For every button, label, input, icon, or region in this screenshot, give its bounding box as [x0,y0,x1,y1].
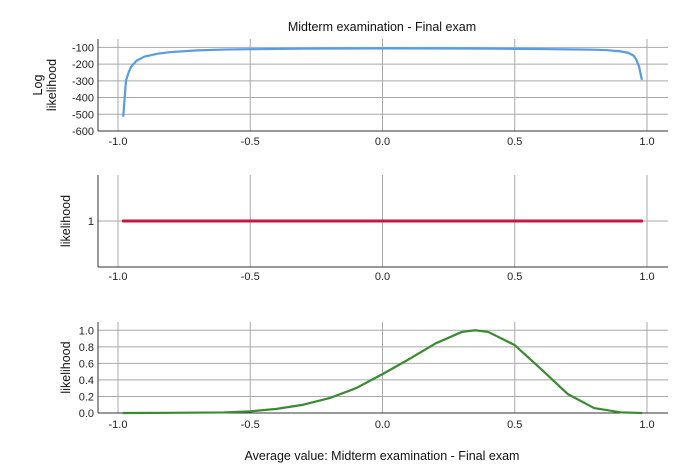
y-tick-label: 0.4 [79,375,94,387]
x-tick-label: -1.0 [109,271,128,283]
chart-title: Midterm examination - Final exam [288,20,476,34]
x-axis-label: Average value: Midterm examination - Fin… [245,449,520,463]
y-tick-label: -500 [72,109,94,121]
x-tick-label: -1.0 [109,419,128,431]
x-tick-label: -1.0 [109,136,128,148]
x-tick-label: 1.0 [639,136,654,148]
x-tick-label: 0.0 [375,136,390,148]
y-tick-label: -100 [72,42,94,54]
y-tick-label: -200 [72,59,94,71]
chart-panel-2: -1.0 -0.5 0.0 0.5 1.0 1 likelihood [59,175,668,283]
y-tick-label: 0.6 [79,358,94,370]
y-tick-label: -400 [72,93,94,105]
y-tick-label: 0.2 [79,391,94,403]
chart-panel-3: -1.0 -0.5 0.0 0.5 1.0 0.0 0.2 0.4 0.6 0.8 1.0 likel… [59,322,668,431]
chart-panel-1: -1.0 -0.5 0.0 0.5 1.0 -100 -200 -300 -400 -500 -60… [31,39,668,148]
y-axis-label: Log [31,75,45,96]
y-tick-label: -600 [72,126,94,138]
y-axis-label: likelihood [59,341,73,393]
y-axis-label: likelihood [59,195,73,247]
x-tick-label: 1.0 [639,271,654,283]
x-tick-label: -0.5 [241,271,260,283]
x-tick-label: 1.0 [639,419,654,431]
x-tick-label: 0.5 [507,271,522,283]
y-tick-label: 0.0 [79,408,94,420]
y-tick-label: 0.8 [79,342,94,354]
y-axis-label: likelihood [45,59,59,111]
y-tick-label: -300 [72,76,94,88]
x-tick-label: -0.5 [241,419,260,431]
x-tick-label: 0.0 [375,271,390,283]
x-tick-label: 0.5 [507,419,522,431]
series-line [122,329,643,415]
series-line [122,47,643,118]
x-tick-label: 0.5 [507,136,522,148]
y-tick-label: 1 [88,216,94,228]
x-tick-label: 0.0 [375,419,390,431]
y-tick-label: 1.0 [79,325,94,337]
x-tick-label: -0.5 [241,136,260,148]
